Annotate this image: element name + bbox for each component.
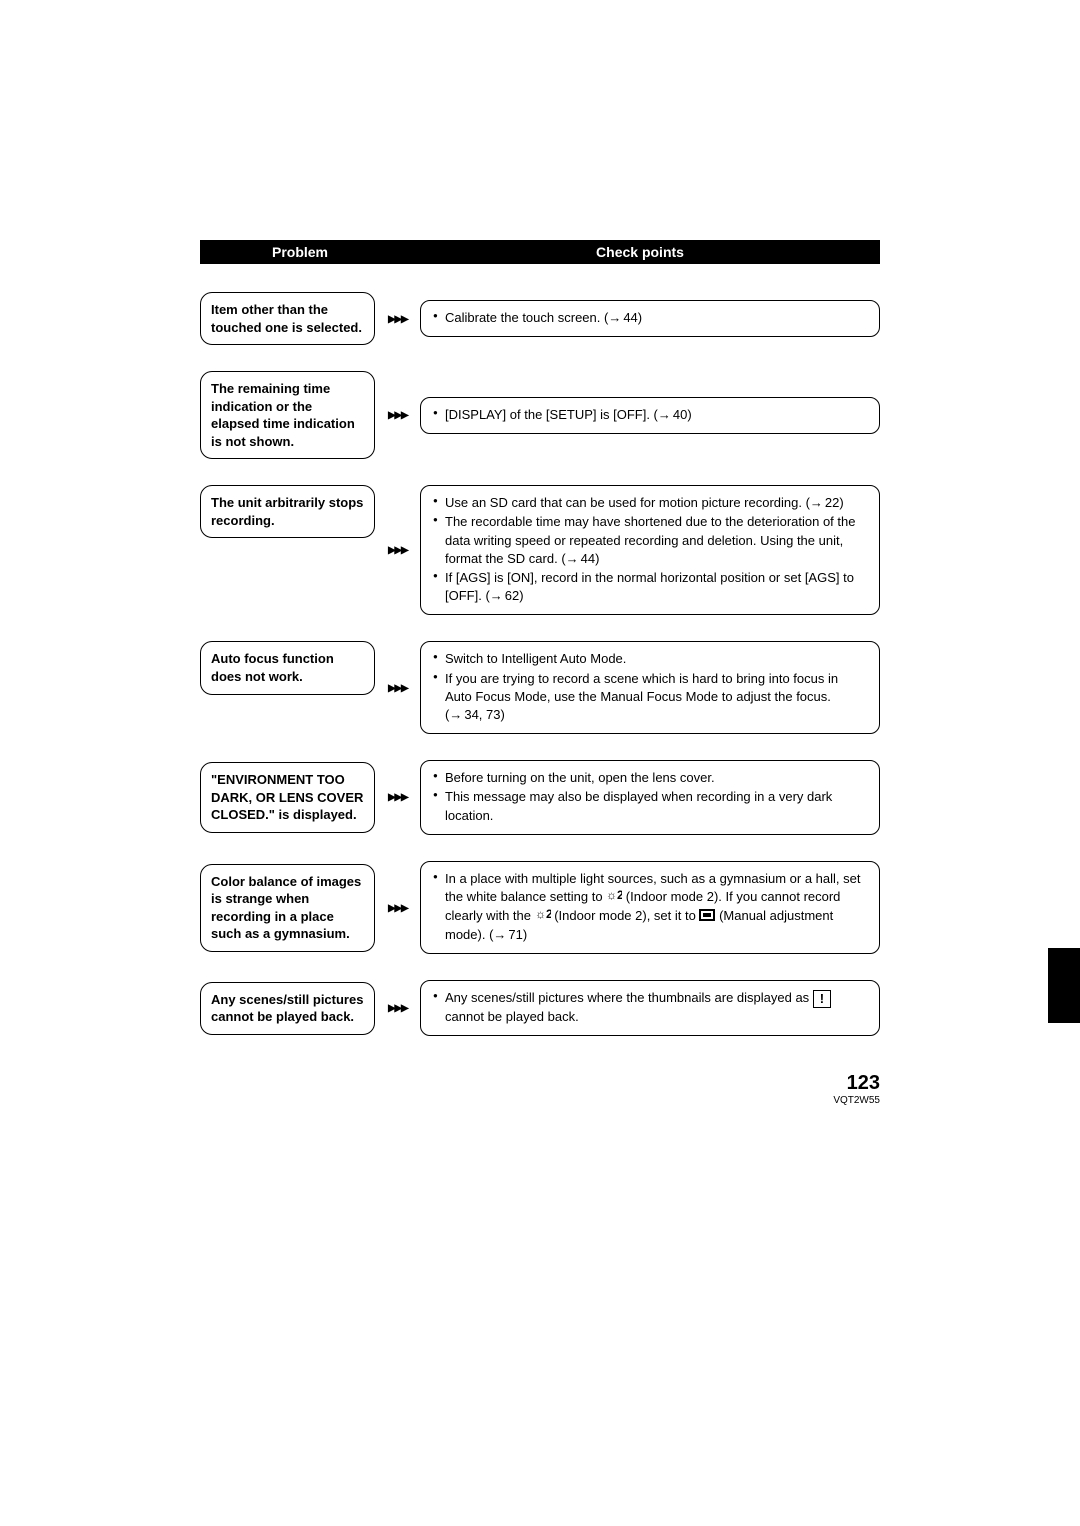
problem-text: Item other than the touched one is selec…	[211, 301, 364, 336]
indoor-mode-2-icon: ☼2	[606, 888, 622, 907]
check-item: Calibrate the touch screen. (44)	[433, 309, 867, 327]
document-code: VQT2W55	[833, 1095, 880, 1106]
problem-text: Auto focus function does not work.	[211, 650, 364, 685]
problem-box: The unit arbitrarily stops recording.	[200, 485, 375, 538]
check-box: In a place with multiple light sources, …	[420, 861, 880, 955]
header-problem: Problem	[200, 240, 400, 264]
rows-container: Item other than the touched one is selec…	[200, 292, 880, 1036]
problem-text: The remaining time indication or the ela…	[211, 380, 364, 450]
page-ref: 44	[608, 310, 637, 325]
check-item: This message may also be displayed when …	[433, 788, 867, 824]
problem-box: Item other than the touched one is selec…	[200, 292, 375, 345]
check-item: The recordable time may have shortened d…	[433, 513, 867, 568]
troubleshoot-row: Item other than the touched one is selec…	[200, 292, 880, 345]
table-header: Problem Check points	[200, 240, 880, 264]
problem-text: The unit arbitrarily stops recording.	[211, 494, 364, 529]
check-item: Before turning on the unit, open the len…	[433, 769, 867, 787]
page-container: Problem Check points Item other than the…	[0, 0, 1080, 1036]
arrow-icon: ▶▶▶	[375, 542, 420, 558]
check-box: Use an SD card that can be used for moti…	[420, 485, 880, 615]
page-number: 123	[833, 1072, 880, 1095]
page-ref: 62	[490, 588, 519, 603]
check-box: Switch to Intelligent Auto Mode. If you …	[420, 641, 880, 734]
problem-text: Any scenes/still pictures cannot be play…	[211, 991, 364, 1026]
check-item: If you are trying to record a scene whic…	[433, 670, 867, 725]
troubleshoot-row: Color balance of images is strange when …	[200, 861, 880, 955]
check-item: Use an SD card that can be used for moti…	[433, 494, 867, 512]
problem-box: Any scenes/still pictures cannot be play…	[200, 982, 375, 1035]
check-item: In a place with multiple light sources, …	[433, 870, 867, 945]
check-item: Any scenes/still pictures where the thum…	[433, 989, 867, 1026]
indoor-mode-2-icon: ☼2	[535, 907, 551, 926]
problem-text: Color balance of images is strange when …	[211, 873, 364, 943]
troubleshoot-row: The remaining time indication or the ela…	[200, 371, 880, 459]
check-box: [DISPLAY] of the [SETUP] is [OFF]. (40)	[420, 397, 880, 434]
problem-box: The remaining time indication or the ela…	[200, 371, 375, 459]
page-ref: 40	[658, 407, 687, 422]
troubleshoot-row: Any scenes/still pictures cannot be play…	[200, 980, 880, 1036]
troubleshoot-row: The unit arbitrarily stops recording. ▶▶…	[200, 485, 880, 615]
page-ref: 71	[493, 927, 522, 942]
arrow-icon: ▶▶▶	[375, 900, 420, 916]
problem-text: "ENVIRONMENT TOO DARK, OR LENS COVER CLO…	[211, 771, 364, 824]
manual-mode-icon	[699, 908, 715, 926]
check-box: Calibrate the touch screen. (44)	[420, 300, 880, 337]
check-item: Switch to Intelligent Auto Mode.	[433, 650, 867, 668]
arrow-icon: ▶▶▶	[375, 311, 420, 327]
page-ref: 34, 73	[449, 707, 500, 722]
side-tab	[1048, 948, 1080, 1023]
page-ref: 44	[566, 551, 595, 566]
header-check: Check points	[400, 240, 880, 264]
arrow-icon: ▶▶▶	[375, 1000, 420, 1016]
check-box: Before turning on the unit, open the len…	[420, 760, 880, 835]
arrow-icon: ▶▶▶	[375, 407, 420, 423]
page-ref: 22	[810, 495, 839, 510]
arrow-icon: ▶▶▶	[375, 680, 420, 696]
troubleshoot-row: "ENVIRONMENT TOO DARK, OR LENS COVER CLO…	[200, 760, 880, 835]
problem-box: Auto focus function does not work.	[200, 641, 375, 694]
svg-text:☼2: ☼2	[535, 907, 551, 921]
check-box: Any scenes/still pictures where the thum…	[420, 980, 880, 1036]
troubleshoot-row: Auto focus function does not work. ▶▶▶ S…	[200, 641, 880, 734]
check-item: [DISPLAY] of the [SETUP] is [OFF]. (40)	[433, 406, 867, 424]
svg-text:☼2: ☼2	[606, 888, 622, 902]
page-footer: 123 VQT2W55	[833, 1072, 880, 1106]
warning-thumbnail-icon: !	[813, 990, 831, 1008]
arrow-icon: ▶▶▶	[375, 789, 420, 805]
problem-box: Color balance of images is strange when …	[200, 864, 375, 952]
problem-box: "ENVIRONMENT TOO DARK, OR LENS COVER CLO…	[200, 762, 375, 833]
check-item: If [AGS] is [ON], record in the normal h…	[433, 569, 867, 605]
